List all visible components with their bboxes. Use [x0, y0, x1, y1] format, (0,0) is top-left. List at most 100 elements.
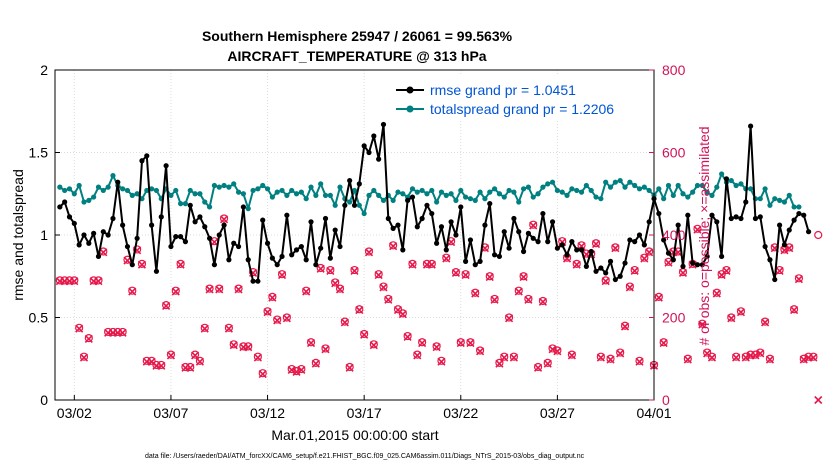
obs-assimilated-point-stroke-b: [611, 244, 620, 253]
obs-possible-point: [398, 309, 407, 318]
obs-assimilated-point: [625, 283, 634, 292]
rmse-point: [680, 263, 686, 269]
totalspread-point: [245, 206, 251, 212]
rmse-point: [723, 176, 730, 182]
obs-assimilated-point-stroke-b: [727, 314, 736, 323]
totalspread-point: [501, 194, 507, 200]
obs-possible-point: [490, 294, 499, 304]
obs-possible-point: [79, 352, 89, 361]
obs-assimilated-point-stroke-b: [562, 254, 572, 263]
obs-assimilated-point: [335, 285, 345, 294]
obs-assimilated-point-stroke-b: [524, 295, 533, 304]
rmse-point: [482, 222, 488, 228]
y-axis-left-label: rmse and totalspread: [10, 169, 26, 301]
legend: rmse grand pr = 1.0451 totalspread grand…: [392, 75, 650, 121]
obs-assimilated-point-stroke-b: [635, 357, 644, 366]
totalspread-point: [728, 177, 734, 184]
obs-assimilated-point: [427, 260, 436, 269]
x-tick-label: 03/02: [57, 405, 92, 421]
obs-assimilated-point: [306, 339, 316, 348]
obs-assimilated-point: [635, 357, 644, 366]
totalspread-point: [694, 182, 701, 189]
totalspread-point: [168, 192, 174, 198]
obs-possible-point: [316, 263, 325, 273]
rmse-point: [260, 217, 266, 223]
rmse-point: [284, 212, 290, 218]
rmse-point: [298, 243, 304, 250]
rmse-point: [168, 243, 174, 250]
obs-assimilated-point-stroke-b: [200, 324, 209, 333]
totalspread-point: [414, 189, 420, 195]
obs-assimilated-point: [234, 285, 243, 294]
obs-possible-point: [234, 284, 243, 293]
rmse-point: [245, 257, 251, 263]
rmse-point: [129, 262, 135, 268]
totalspread-point: [129, 192, 135, 198]
obs-possible-point: [205, 284, 214, 293]
rmse-point: [144, 153, 150, 159]
rmse-point: [733, 214, 739, 220]
totalspread-point: [100, 187, 106, 194]
obs-possible-point: [471, 288, 480, 297]
rmse-point: [675, 222, 681, 228]
obs-assimilated-point: [654, 293, 663, 302]
totalspread-point: [66, 186, 73, 192]
obs-assimilated-point-stroke-b: [620, 322, 630, 331]
rmse-point: [66, 214, 73, 220]
obs-possible-point: [345, 362, 354, 372]
rmse-point: [279, 253, 285, 260]
obs-assimilated-point-stroke-b: [509, 353, 518, 362]
totalspread-point: [574, 187, 580, 194]
obs-assimilated-point-stroke-b: [447, 237, 456, 247]
totalspread-point: [153, 187, 160, 194]
obs-assimilated-point: [166, 351, 176, 360]
obs-assimilated-point-stroke-b: [741, 353, 750, 362]
obs-assimilated-point-stroke-b: [751, 351, 760, 360]
obs-assimilated-point: [765, 355, 775, 364]
obs-possible-point: [403, 331, 412, 341]
obs-possible-point: [659, 338, 668, 347]
obs-possible-point: [229, 340, 238, 349]
rmse-point: [86, 240, 92, 246]
rmse-point: [409, 194, 416, 200]
rmse-point: [356, 181, 362, 187]
obs-possible-point: [625, 282, 634, 291]
legend-box: [392, 75, 650, 121]
obs-possible-point: [620, 321, 630, 330]
totalspread-point: [738, 181, 744, 187]
totalspread-point: [274, 189, 280, 195]
obs-assimilated-point-stroke-b: [128, 287, 137, 296]
totalspread-point: [496, 191, 503, 197]
obs-assimilated-point: [224, 324, 233, 333]
obs-assimilated-point-stroke-b: [814, 395, 823, 405]
rmse-point: [690, 260, 696, 266]
obs-possible-point: [137, 259, 147, 268]
obs-assimilated-point-stroke-b: [456, 339, 465, 348]
obs-assimilated-point-stroke-b: [220, 215, 229, 224]
obs-assimilated-point-stroke-b: [572, 260, 581, 269]
totalspread-point: [134, 191, 140, 197]
rmse-point: [120, 222, 126, 228]
obs-possible-point: [326, 265, 335, 275]
obs-assimilated-point: [191, 351, 200, 360]
obs-assimilated-point-stroke-b: [215, 285, 224, 294]
obs-assimilated-point-stroke-b: [384, 295, 393, 304]
totalspread-point: [71, 191, 77, 197]
rmse-point: [250, 278, 256, 284]
obs-possible-point: [273, 315, 282, 324]
obs-assimilated-point-stroke-b: [258, 369, 267, 379]
obs-assimilated-point: [620, 322, 630, 331]
totalspread-point: [298, 189, 304, 195]
obs-assimilated-point: [476, 347, 485, 356]
rmse-point: [477, 258, 483, 264]
totalspread-point: [95, 184, 102, 190]
rmse-point: [776, 222, 783, 228]
obs-assimilated-point: [137, 260, 147, 269]
obs-assimilated-point-stroke-b: [287, 365, 296, 374]
obs-assimilated-point-stroke-b: [360, 330, 369, 339]
obs-assimilated-point: [712, 289, 721, 298]
obs-assimilated-point: [533, 363, 543, 372]
totalspread-point: [308, 184, 314, 190]
rmse-point: [443, 247, 449, 253]
rmse-point: [583, 263, 589, 269]
